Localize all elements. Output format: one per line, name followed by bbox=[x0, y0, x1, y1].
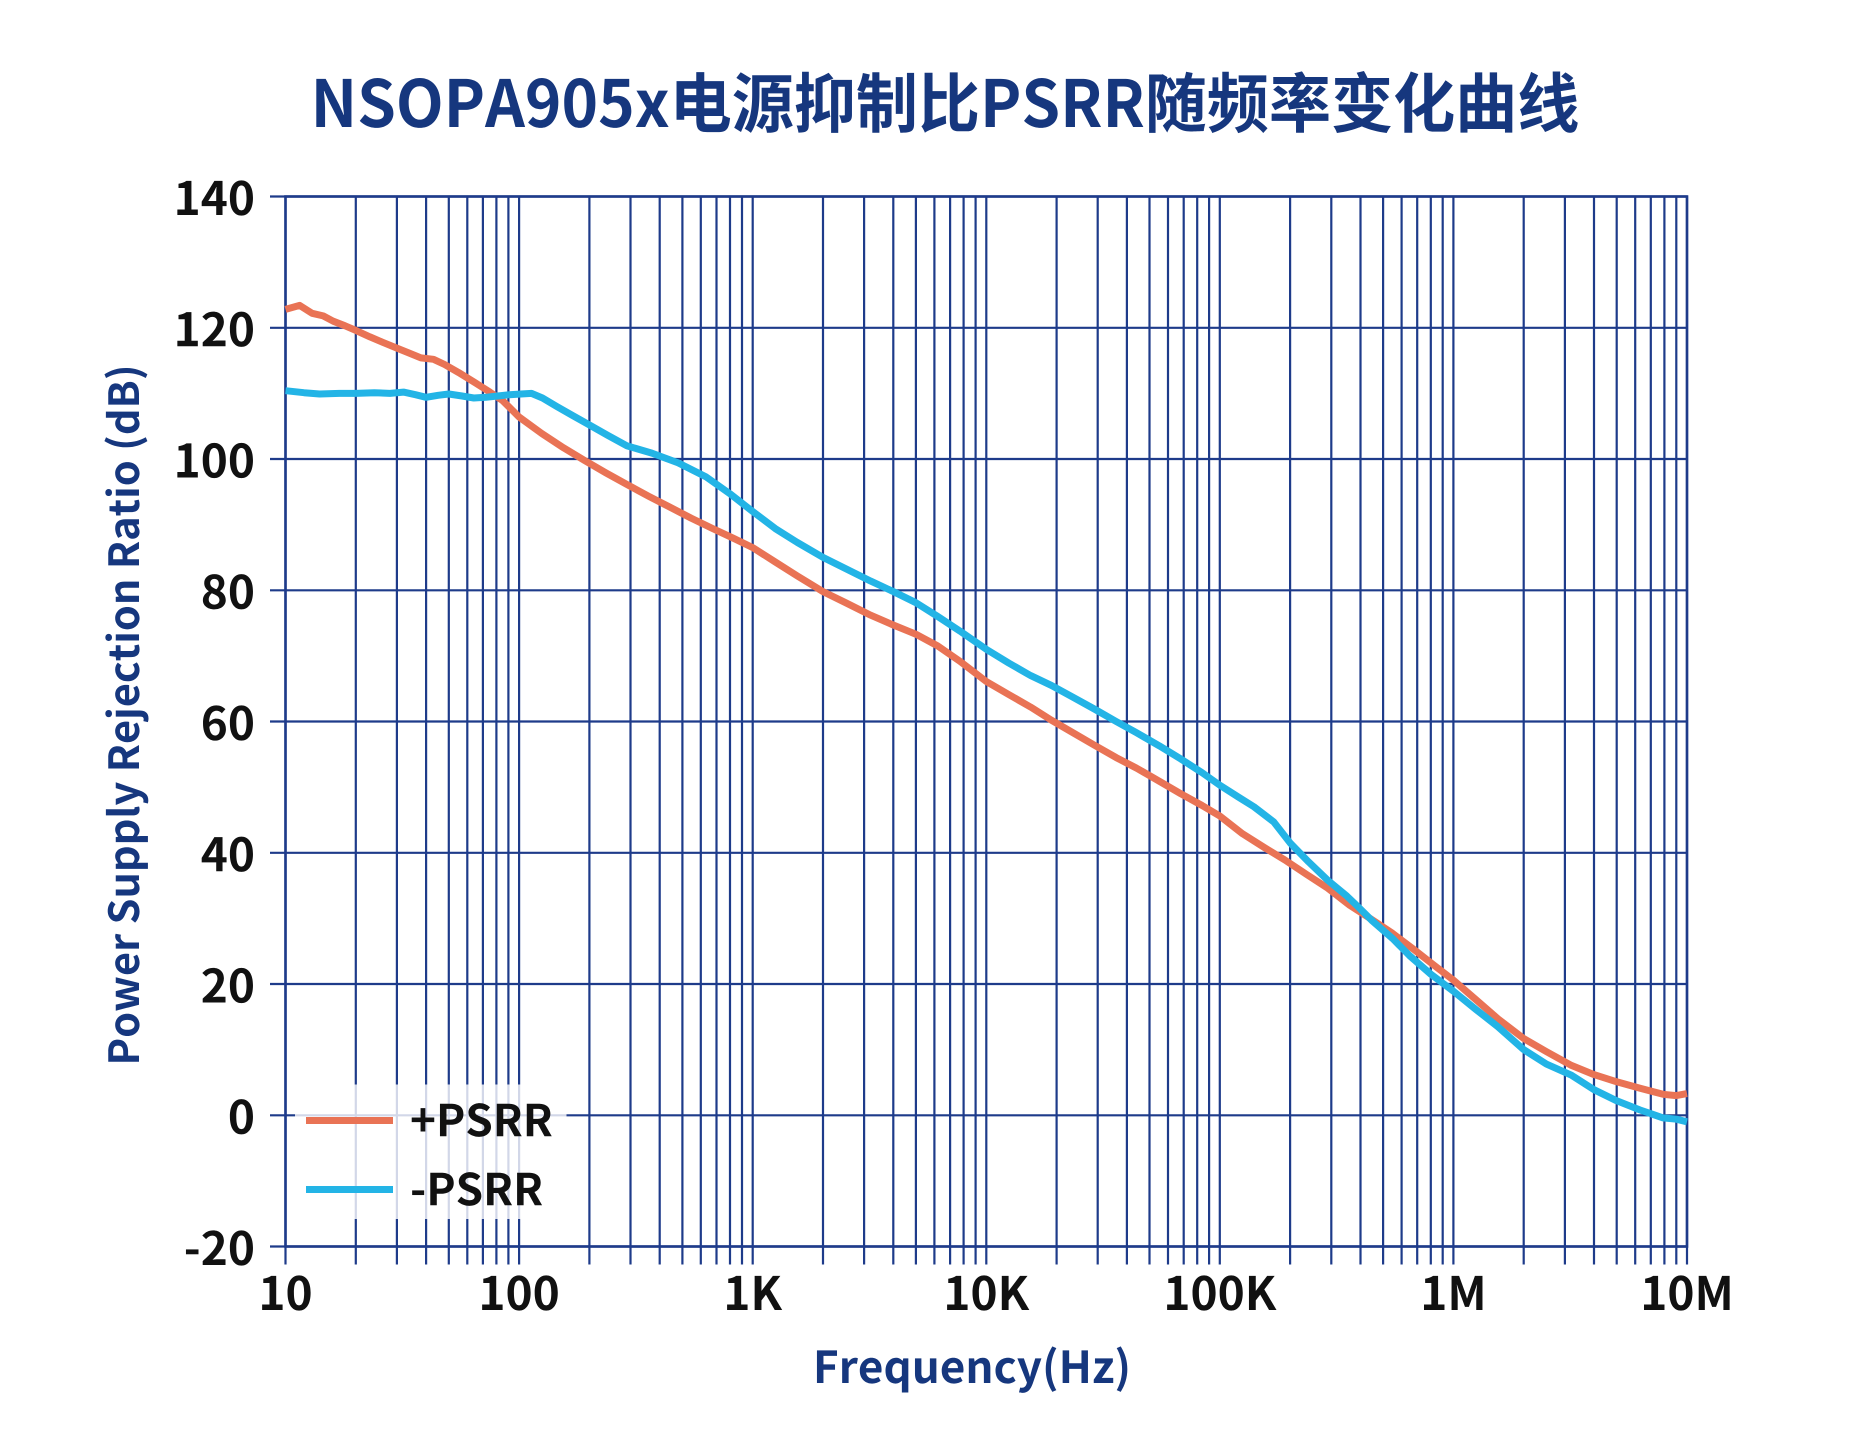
y-axis-label: Power Supply Rejection Ratio (dB) bbox=[104, 368, 149, 1062]
y-tick-label-0 bbox=[229, 1099, 253, 1135]
x-tick-label-1M bbox=[1424, 1275, 1483, 1310]
y-tick-label-text: 140 bbox=[178, 173, 255, 225]
tick-marks-layer bbox=[270, 195, 1689, 1265]
y-tick-label-text: 80 bbox=[204, 567, 255, 619]
x-tick-label-1K bbox=[727, 1275, 783, 1310]
x-tick-label-100 bbox=[482, 1275, 558, 1311]
x-axis-label-glyphs bbox=[816, 1346, 1128, 1393]
y-tick-label-100 bbox=[177, 442, 253, 479]
x-tick-label-text: 10 bbox=[260, 1268, 311, 1320]
y-tick-label-text: 20 bbox=[204, 961, 255, 1013]
y-tick-label--20 bbox=[185, 1230, 253, 1266]
x-tick-label-text: 10M bbox=[1642, 1268, 1731, 1320]
chart-title-glyphs bbox=[316, 71, 1578, 134]
x-axis-label: Frequency(Hz) bbox=[816, 1346, 1128, 1393]
x-tick-label-text: 100K bbox=[1165, 1268, 1275, 1320]
legend: +PSRR -PSRR bbox=[295, 1084, 567, 1219]
tick-marks bbox=[270, 195, 1689, 1265]
y-axis-label-glyphs bbox=[104, 368, 149, 1062]
y-tick-label-40 bbox=[201, 836, 253, 872]
y-tick-label-20 bbox=[202, 967, 253, 1004]
series-line-psrr bbox=[285, 387, 1688, 1126]
y-tick-label-text: 100 bbox=[178, 436, 255, 488]
y-tick-label-text: 0 bbox=[229, 1092, 255, 1144]
x-tick-label-text: 1K bbox=[723, 1268, 782, 1320]
y-tick-label-60 bbox=[203, 705, 253, 741]
y-tick-label-80 bbox=[202, 574, 253, 610]
series-line-psrr bbox=[284, 301, 1688, 1100]
x-tick-label-text: 10K bbox=[944, 1268, 1028, 1320]
legend-label-text: -PSRR bbox=[410, 1166, 547, 1215]
y-tick-label-text: 40 bbox=[204, 829, 255, 881]
y-tick-label-text: 60 bbox=[204, 698, 255, 750]
legend-label-text: +PSRR bbox=[410, 1097, 558, 1146]
series-layer bbox=[284, 301, 1688, 1126]
x-tick-label-10M bbox=[1644, 1275, 1730, 1311]
chart-title: NSOPA905x电源抑制比PSRR随频率变化曲线 bbox=[316, 71, 1578, 134]
legend-label bbox=[411, 1103, 552, 1137]
x-tick-label-10K bbox=[947, 1275, 1030, 1311]
x-tick-label-text: 1M bbox=[1421, 1268, 1485, 1320]
y-tick-label-text: 120 bbox=[178, 304, 255, 356]
y-tick-label-140 bbox=[177, 180, 253, 216]
y-tick-label-120 bbox=[177, 311, 253, 347]
x-tick-label-100K bbox=[1167, 1275, 1277, 1311]
x-tick-label-text: 100 bbox=[481, 1268, 558, 1320]
legend-label bbox=[412, 1172, 543, 1206]
y-tick-label-text: -20 bbox=[189, 1223, 255, 1275]
x-tick-label-10 bbox=[262, 1275, 311, 1311]
